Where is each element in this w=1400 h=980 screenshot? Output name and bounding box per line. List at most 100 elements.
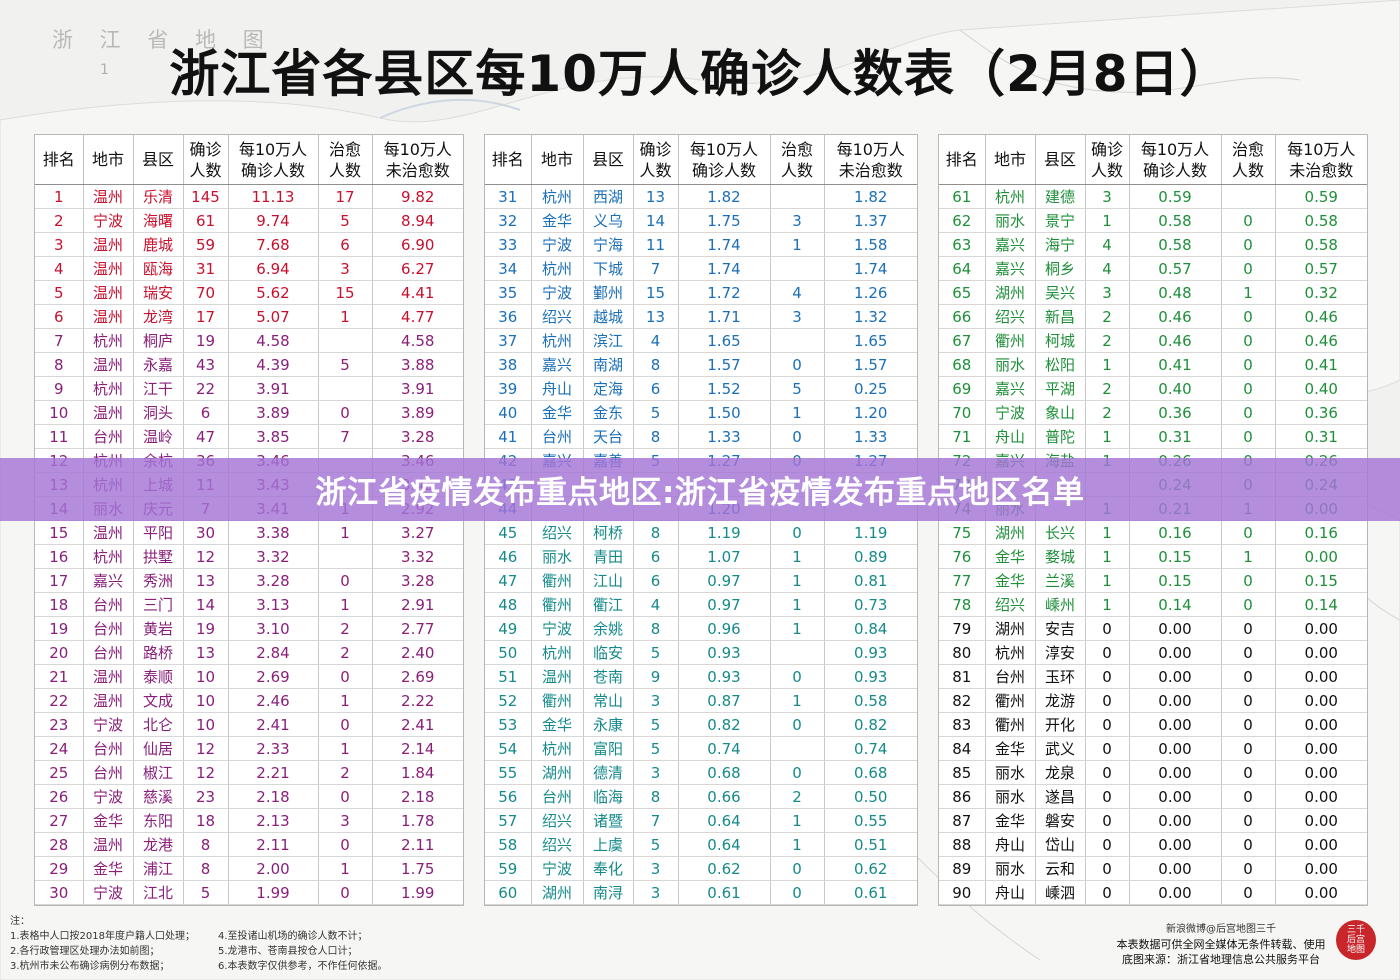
cell-per100k-uncured: 0.31 <box>1275 424 1367 449</box>
column-header-per100k-uncured: 每10万人 未治愈数 <box>372 135 463 185</box>
cell-confirmed: 0 <box>1085 688 1130 713</box>
cell-confirmed: 17 <box>183 304 229 329</box>
cell-district: 龙泉 <box>1035 760 1086 785</box>
cell-district: 江山 <box>583 568 634 593</box>
cell-per100k-confirmed: 0.82 <box>678 712 771 737</box>
cell-cured: 1 <box>770 616 825 641</box>
table-row: 27 金华 东阳 18 2.13 3 1.78 <box>35 808 463 833</box>
cell-city: 绍兴 <box>531 808 584 833</box>
cell-rank: 18 <box>35 592 84 617</box>
cell-per100k-confirmed: 0.00 <box>1129 808 1222 833</box>
ranking-table: 排名 地市 县区 确诊 人数 每10万人 确诊人数 治愈 人数 每10万人 未治愈数 61 杭州 建德 3 0… <box>939 135 1367 905</box>
column-header-confirmed: 确诊 人数 <box>1085 135 1130 185</box>
cell-district: 瓯海 <box>133 256 184 281</box>
cell-district: 鄞州 <box>583 280 634 305</box>
cell-city: 宁波 <box>83 712 134 737</box>
cell-per100k-confirmed: 0.16 <box>1129 520 1222 545</box>
cell-cured: 0 <box>1221 832 1276 857</box>
cell-per100k-uncured: 0.57 <box>1275 256 1367 281</box>
table-row: 84 金华 武义 0 0.00 0 0.00 <box>939 736 1367 761</box>
cell-rank: 2 <box>35 208 84 233</box>
cell-city: 杭州 <box>985 184 1036 209</box>
cell-city: 金华 <box>531 208 584 233</box>
cell-confirmed: 10 <box>183 712 229 737</box>
cell-district: 宁海 <box>583 232 634 257</box>
cell-rank: 8 <box>35 352 84 377</box>
cell-confirmed: 14 <box>633 208 679 233</box>
cell-per100k-confirmed: 0.00 <box>1129 664 1222 689</box>
cell-confirmed: 5 <box>633 832 679 857</box>
cell-cured: 4 <box>770 280 825 305</box>
cell-district: 嵊泗 <box>1035 880 1086 905</box>
cell-per100k-uncured: 9.82 <box>372 184 463 209</box>
table-row: 55 湖州 德清 3 0.68 0 0.68 <box>485 760 917 785</box>
cell-city: 温州 <box>83 832 134 857</box>
cell-cured: 0 <box>770 424 825 449</box>
cell-cured: 0 <box>770 880 825 905</box>
cell-per100k-uncured: 1.32 <box>824 304 917 329</box>
notes-right: 4.至投诸山机场的确诊人数不计； 5.龙港市、苍南县按仓人口计； 6.本表数字仅… <box>218 929 388 974</box>
cell-city: 温州 <box>83 352 134 377</box>
cell-district: 定海 <box>583 376 634 401</box>
table-row: 19 台州 黄岩 19 3.10 2 2.77 <box>35 616 463 641</box>
cell-cured: 1 <box>318 304 373 329</box>
cell-rank: 90 <box>939 880 986 905</box>
cell-cured <box>1221 184 1276 209</box>
cell-rank: 1 <box>35 184 84 209</box>
cell-district: 余姚 <box>583 616 634 641</box>
cell-district: 临安 <box>583 640 634 665</box>
cell-city: 舟山 <box>985 880 1036 905</box>
cell-city: 嘉兴 <box>985 376 1036 401</box>
cell-rank: 5 <box>35 280 84 305</box>
cell-city: 嘉兴 <box>985 256 1036 281</box>
cell-city: 衢州 <box>985 328 1036 353</box>
cell-confirmed: 0 <box>1085 712 1130 737</box>
cell-cured: 3 <box>770 304 825 329</box>
cell-rank: 48 <box>485 592 532 617</box>
source-weibo: 新浪微博@后宫地图三千 <box>1166 924 1276 935</box>
cell-cured: 0 <box>318 880 373 905</box>
cell-per100k-confirmed: 2.13 <box>228 808 319 833</box>
cell-per100k-uncured: 0.82 <box>824 712 917 737</box>
cell-confirmed: 13 <box>633 304 679 329</box>
column-header-cured: 治愈 人数 <box>770 135 825 185</box>
cell-confirmed: 61 <box>183 208 229 233</box>
column-header-per100k-uncured: 每10万人 未治愈数 <box>1275 135 1367 185</box>
table-row: 41 台州 天台 8 1.33 0 1.33 <box>485 424 917 449</box>
cell-per100k-confirmed: 9.74 <box>228 208 319 233</box>
cell-per100k-uncured: 3.28 <box>372 568 463 593</box>
cell-district: 西湖 <box>583 184 634 209</box>
cell-cured: 0 <box>1221 568 1276 593</box>
cell-per100k-confirmed: 0.00 <box>1129 784 1222 809</box>
cell-district: 衢江 <box>583 592 634 617</box>
cell-district: 婺城 <box>1035 544 1086 569</box>
cell-per100k-confirmed: 0.00 <box>1129 832 1222 857</box>
cell-per100k-confirmed: 0.00 <box>1129 880 1222 905</box>
cell-city: 温州 <box>83 664 134 689</box>
cell-cured: 1 <box>770 808 825 833</box>
cell-per100k-uncured: 0.46 <box>1275 328 1367 353</box>
cell-per100k-confirmed: 0.74 <box>678 736 771 761</box>
cell-confirmed: 0 <box>1085 832 1130 857</box>
cell-cured: 0 <box>1221 520 1276 545</box>
table-row: 61 杭州 建德 3 0.59 0.59 <box>939 184 1367 209</box>
cell-rank: 81 <box>939 664 986 689</box>
cell-cured: 0 <box>318 712 373 737</box>
cell-per100k-confirmed: 2.00 <box>228 856 319 881</box>
cell-city: 金华 <box>531 400 584 425</box>
cell-cured: 3 <box>318 808 373 833</box>
cell-confirmed: 30 <box>183 520 229 545</box>
cell-city: 杭州 <box>531 736 584 761</box>
cell-cured: 0 <box>318 784 373 809</box>
cell-confirmed: 10 <box>183 664 229 689</box>
cell-cured: 0 <box>770 712 825 737</box>
table-row: 15 温州 平阳 30 3.38 1 3.27 <box>35 520 463 545</box>
cell-per100k-uncured: 2.77 <box>372 616 463 641</box>
cell-confirmed: 145 <box>183 184 229 209</box>
ranking-table: 排名 地市 县区 确诊 人数 每10万人 确诊人数 治愈 人数 每10万人 未治愈数 31 杭州 西湖 13… <box>485 135 917 905</box>
cell-per100k-uncured: 4.58 <box>372 328 463 353</box>
cell-confirmed: 1 <box>1085 208 1130 233</box>
table-header-row: 排名 地市 县区 确诊 人数 每10万人 确诊人数 治愈 人数 每10万人 未治愈数 <box>35 135 463 185</box>
cell-per100k-uncured: 1.65 <box>824 328 917 353</box>
cell-cured <box>318 376 373 401</box>
